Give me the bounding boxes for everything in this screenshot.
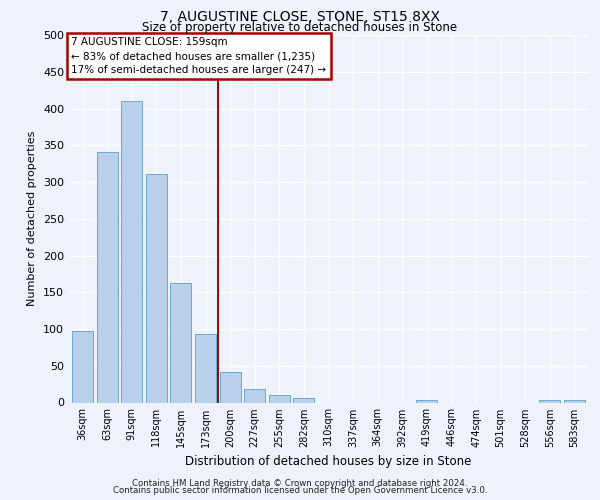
Text: Contains HM Land Registry data © Crown copyright and database right 2024.: Contains HM Land Registry data © Crown c… [132,478,468,488]
Text: Contains public sector information licensed under the Open Government Licence v3: Contains public sector information licen… [113,486,487,495]
Text: 7, AUGUSTINE CLOSE, STONE, ST15 8XX: 7, AUGUSTINE CLOSE, STONE, ST15 8XX [160,10,440,24]
Y-axis label: Number of detached properties: Number of detached properties [28,131,37,306]
Bar [146,174,167,402]
Bar [72,331,93,402]
Text: Size of property relative to detached houses in Stone: Size of property relative to detached ho… [142,21,458,34]
Bar [170,282,191,403]
Bar [539,400,560,402]
Bar [195,334,216,402]
X-axis label: Distribution of detached houses by size in Stone: Distribution of detached houses by size … [185,455,472,468]
Bar [564,400,585,402]
Text: 7 AUGUSTINE CLOSE: 159sqm
← 83% of detached houses are smaller (1,235)
17% of se: 7 AUGUSTINE CLOSE: 159sqm ← 83% of detac… [71,37,326,75]
Bar [269,395,290,402]
Bar [293,398,314,402]
Bar [416,400,437,402]
Bar [121,101,142,402]
Bar [220,372,241,402]
Bar [97,152,118,403]
Bar [244,390,265,402]
